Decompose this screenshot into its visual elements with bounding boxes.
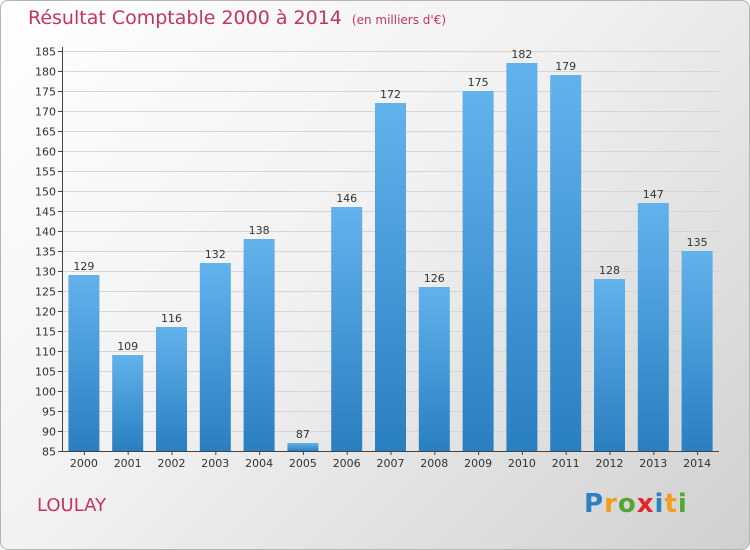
x-tick-label: 2005 [289, 457, 317, 470]
x-tick-label: 2011 [552, 457, 580, 470]
bars [68, 63, 713, 451]
bar [68, 275, 100, 451]
bar [199, 263, 231, 451]
y-tick-label: 185 [35, 46, 56, 59]
data-label: 175 [468, 76, 489, 89]
bar [594, 279, 625, 451]
labels: 85 90 95 100 105 110 115 120 125 130 135 140 145 150 1… [35, 46, 711, 471]
y-tick-label: 170 [35, 106, 56, 119]
data-label: 182 [511, 48, 532, 61]
data-label: 116 [161, 312, 182, 325]
y-tick-label: 110 [35, 346, 56, 359]
y-tick-label: 150 [35, 186, 56, 199]
y-tick-label: 175 [35, 86, 56, 99]
logo-letter: P [584, 489, 605, 519]
x-tick-label: 2003 [201, 457, 229, 470]
logo-letter: i [677, 489, 688, 519]
x-tick-label: 2002 [158, 457, 186, 470]
y-tick-label: 115 [35, 326, 56, 339]
y-tick-label: 145 [35, 206, 56, 219]
y-tick-label: 135 [35, 246, 56, 259]
data-label: 129 [73, 260, 94, 273]
x-tick-label: 2010 [508, 457, 536, 470]
data-label: 126 [424, 272, 445, 285]
bar [462, 91, 494, 451]
x-tick-label: 2008 [420, 457, 448, 470]
data-label: 109 [117, 340, 138, 353]
data-label: 179 [555, 60, 576, 73]
data-label: 87 [296, 428, 310, 441]
data-label: 147 [643, 188, 664, 201]
logo-letter: t [664, 489, 678, 519]
data-label: 128 [599, 264, 620, 277]
bar [331, 207, 363, 451]
y-tick-label: 100 [35, 386, 56, 399]
logo-letter: o [617, 489, 637, 519]
bar [156, 327, 187, 451]
x-tick-label: 2013 [639, 457, 667, 470]
x-tick-label: 2000 [70, 457, 98, 470]
x-tick-label: 2009 [464, 457, 492, 470]
logo-letter: x [636, 489, 655, 519]
bar [112, 355, 144, 451]
data-label: 138 [249, 224, 270, 237]
proxiti-logo: Proxiti [584, 489, 688, 519]
bar [243, 239, 275, 451]
y-tick-label: 140 [35, 226, 56, 239]
x-tick-label: 2004 [245, 457, 273, 470]
y-tick-label: 90 [42, 426, 56, 439]
logo-letter: i [654, 489, 665, 519]
x-tick-label: 2012 [596, 457, 624, 470]
bar [637, 203, 669, 451]
bar [375, 103, 406, 451]
bar [418, 287, 450, 451]
bar [506, 63, 538, 451]
bar [287, 443, 319, 451]
y-tick-label: 165 [35, 126, 56, 139]
x-tick-label: 2007 [377, 457, 405, 470]
commune-name: LOULAY [37, 495, 107, 516]
y-tick-label: 130 [35, 266, 56, 279]
y-tick-label: 95 [42, 406, 56, 419]
y-tick-label: 180 [35, 66, 56, 79]
bar [550, 75, 582, 451]
x-tick-label: 2001 [114, 457, 142, 470]
x-tick-label: 2014 [683, 457, 711, 470]
chart-title-text: Résultat Comptable 2000 à 2014 [28, 7, 342, 29]
y-tick-label: 160 [35, 146, 56, 159]
chart-title: Résultat Comptable 2000 à 2014 (en millie… [28, 7, 446, 29]
bar [681, 251, 713, 451]
data-label: 135 [687, 236, 708, 249]
y-tick-label: 155 [35, 166, 56, 179]
data-label: 172 [380, 88, 401, 101]
axes [58, 47, 719, 455]
y-tick-label: 85 [42, 446, 56, 459]
y-tick-label: 120 [35, 306, 56, 319]
data-label: 132 [205, 248, 226, 261]
data-label: 146 [336, 192, 357, 205]
x-tick-label: 2006 [333, 457, 361, 470]
logo-letter: r [604, 489, 618, 519]
chart-unit-label: (en milliers d'€) [351, 13, 447, 27]
y-tick-label: 125 [35, 286, 56, 299]
y-tick-label: 105 [35, 366, 56, 379]
